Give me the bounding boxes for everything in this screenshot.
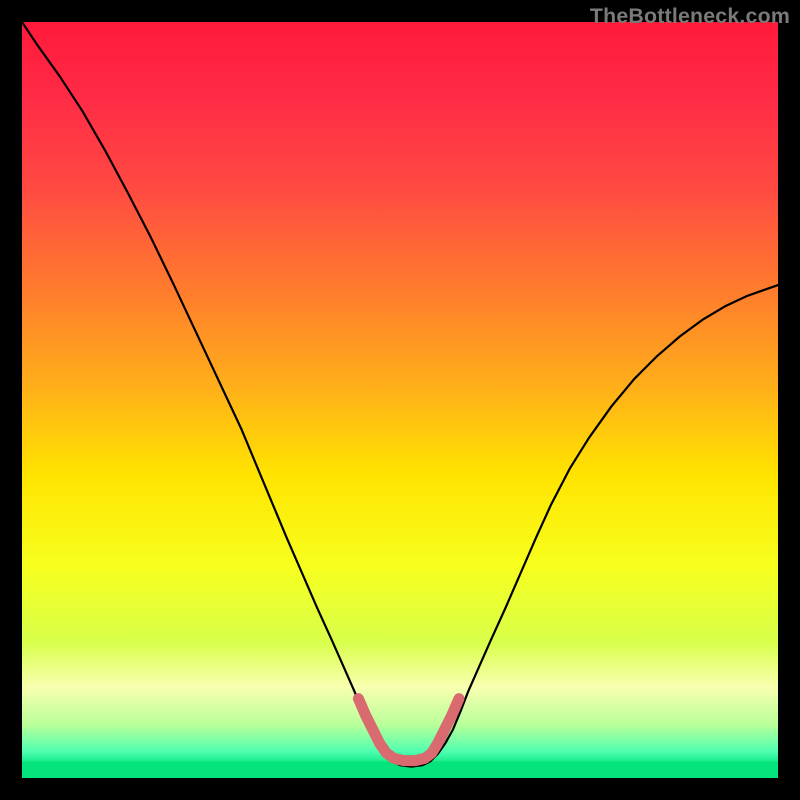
plot-background bbox=[22, 22, 778, 778]
watermark-text: TheBottleneck.com bbox=[590, 4, 790, 29]
bottleneck-chart bbox=[0, 0, 800, 800]
chart-stage: TheBottleneck.com bbox=[0, 0, 800, 800]
